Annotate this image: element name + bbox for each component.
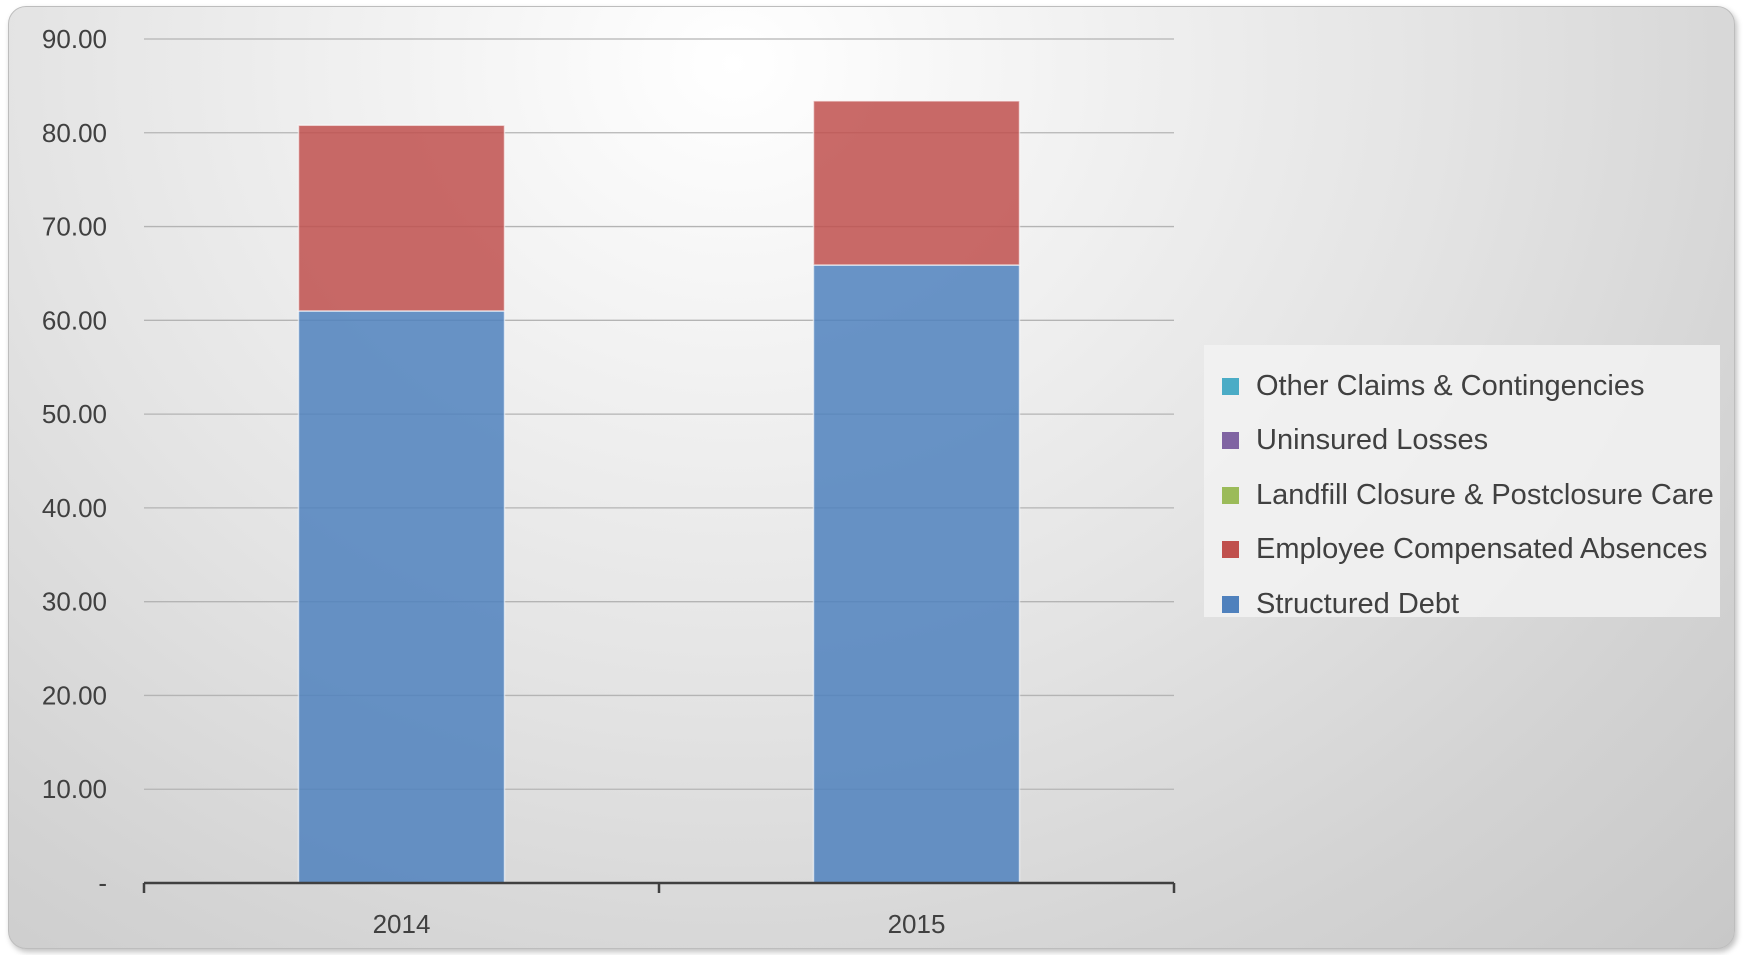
x-tick-label: 2014 (373, 909, 431, 939)
legend-item: Landfill Closure & Postclosure Care (1222, 468, 1720, 523)
legend-label: Structured Debt (1256, 587, 1460, 620)
bar-segment (812, 264, 1021, 884)
legend-label: Other Claims & Contingencies (1256, 369, 1645, 402)
legend-swatch (1222, 595, 1239, 613)
legend: Other Claims & Contingencies Uninsured Lo… (1204, 345, 1720, 620)
legend-item: Other Claims & Contingencies (1222, 359, 1720, 414)
bar-segment (297, 124, 506, 312)
legend-swatch (1222, 432, 1239, 450)
y-tick-label: 60.00 (42, 305, 107, 335)
y-tick-label: - (98, 868, 107, 898)
bar-segment (812, 100, 1021, 266)
legend-item: Uninsured Losses (1222, 414, 1720, 469)
chart-plot: - 10.00 20.00 30.00 40.00 50.00 60.00 70.00 80.0… (42, 24, 1176, 939)
bars (297, 100, 1021, 884)
legend-label: Employee Compensated Absences (1256, 533, 1708, 566)
legend-swatch (1222, 541, 1239, 559)
y-tick-label: 80.00 (42, 118, 107, 148)
bar-segment (297, 310, 506, 884)
y-tick-label: 50.00 (42, 399, 107, 429)
legend-label: Landfill Closure & Postclosure Care (1256, 478, 1714, 511)
y-tick-label: 90.00 (42, 24, 107, 54)
legend-swatch (1222, 377, 1239, 395)
chart-area: - 10.00 20.00 30.00 40.00 50.00 60.00 70.00 80.0… (8, 6, 1735, 949)
x-tick-label: 2015 (888, 909, 946, 939)
y-tick-label: 20.00 (42, 680, 107, 710)
axes (142, 881, 1176, 893)
legend-label: Uninsured Losses (1256, 424, 1489, 457)
y-tick-label: 70.00 (42, 212, 107, 242)
y-tick-label: 10.00 (42, 774, 107, 804)
legend-item: Employee Compensated Absences (1222, 523, 1720, 578)
legend-swatch (1222, 486, 1239, 504)
y-tick-label: 40.00 (42, 493, 107, 523)
y-tick-label: 30.00 (42, 587, 107, 617)
legend-item: Structured Debt (1222, 577, 1720, 632)
tick-labels: - 10.00 20.00 30.00 40.00 50.00 60.00 70.00 80.0… (42, 24, 946, 939)
